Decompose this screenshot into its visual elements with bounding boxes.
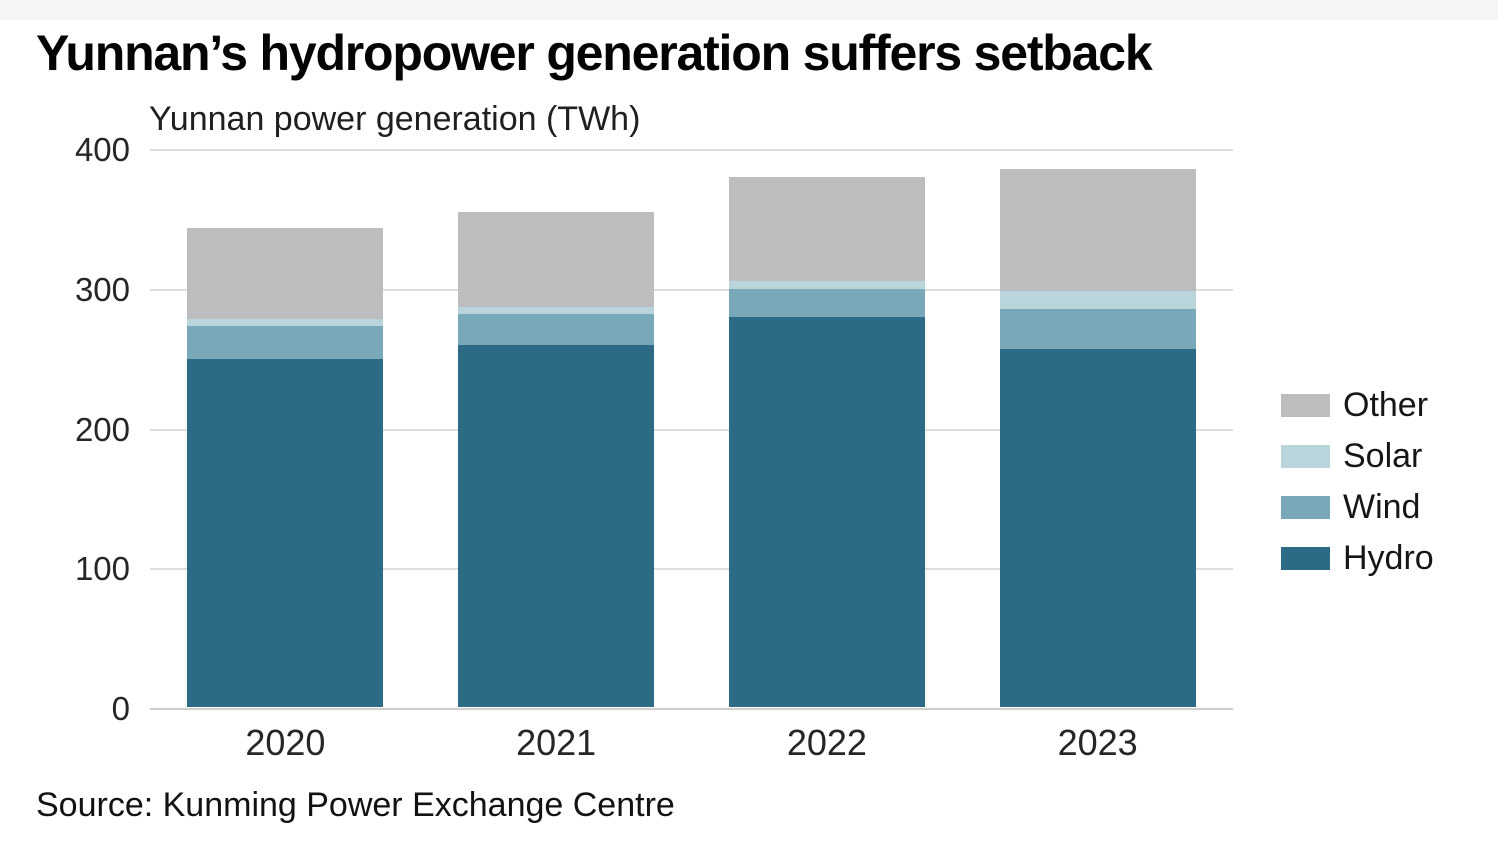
chart-subtitle: Yunnan power generation (TWh) xyxy=(149,100,641,138)
y-tick-label-200: 200 xyxy=(74,410,130,448)
gridline-400 xyxy=(150,149,1233,151)
legend-item-wind: Wind xyxy=(1281,488,1434,526)
top-strip xyxy=(0,0,1498,20)
legend-swatch-hydro xyxy=(1281,546,1330,570)
legend-label-solar: Solar xyxy=(1343,437,1423,475)
bar-2023 xyxy=(999,169,1196,707)
bar-segment-wind-2023 xyxy=(999,308,1196,350)
gridline-100 xyxy=(150,568,1233,571)
plot-area xyxy=(150,149,1233,710)
gridline-200 xyxy=(150,428,1233,431)
bar-segment-hydro-2023 xyxy=(999,349,1196,707)
x-tick-label-2022: 2022 xyxy=(786,722,867,763)
source-note: Source: Kunming Power Exchange Centre xyxy=(36,786,675,824)
bar-2020 xyxy=(187,227,384,707)
chart-title: Yunnan’s hydropower generation suffers s… xyxy=(36,25,1153,81)
legend-label-wind: Wind xyxy=(1343,488,1421,526)
x-tick-label-2020: 2020 xyxy=(245,722,326,763)
bar-segment-solar-2021 xyxy=(458,307,655,315)
x-tick-label-2021: 2021 xyxy=(516,722,597,763)
x-axis: 2020 2021 2022 2023 xyxy=(150,722,1233,772)
y-tick-label-0: 0 xyxy=(111,690,130,727)
bar-segment-solar-2022 xyxy=(728,280,925,290)
bar-segment-solar-2023 xyxy=(999,290,1196,309)
bar-segment-other-2021 xyxy=(458,212,655,308)
legend-item-other: Other xyxy=(1281,386,1434,424)
gridline-300 xyxy=(150,288,1233,291)
bar-2022 xyxy=(728,177,925,707)
legend-label-other: Other xyxy=(1343,386,1429,424)
bar-2021 xyxy=(458,212,655,707)
bar-segment-hydro-2021 xyxy=(458,345,655,707)
legend-swatch-wind xyxy=(1281,495,1330,519)
bar-segment-wind-2021 xyxy=(458,314,655,346)
bar-segment-other-2022 xyxy=(728,177,925,281)
y-axis: 0 100 200 300 400 xyxy=(28,131,130,727)
y-tick-label-100: 100 xyxy=(74,550,130,588)
legend-label-hydro: Hydro xyxy=(1343,539,1434,577)
bar-segment-other-2023 xyxy=(999,169,1196,291)
x-axis-line xyxy=(150,708,1233,710)
bar-segment-hydro-2020 xyxy=(187,359,384,707)
bar-segment-other-2020 xyxy=(187,227,384,319)
bar-segment-wind-2020 xyxy=(187,325,384,360)
y-tick-label-300: 300 xyxy=(74,270,130,308)
legend: Other Solar Wind Hydro xyxy=(1281,386,1434,595)
x-tick-label-2023: 2023 xyxy=(1057,722,1138,763)
legend-swatch-other xyxy=(1281,393,1330,417)
legend-item-hydro: Hydro xyxy=(1281,539,1434,577)
bar-segment-hydro-2022 xyxy=(728,317,925,707)
y-tick-label-400: 400 xyxy=(74,131,130,168)
bar-segment-wind-2022 xyxy=(728,289,925,318)
legend-swatch-solar xyxy=(1281,444,1330,468)
legend-item-solar: Solar xyxy=(1281,437,1434,475)
bar-segment-solar-2020 xyxy=(187,318,384,326)
